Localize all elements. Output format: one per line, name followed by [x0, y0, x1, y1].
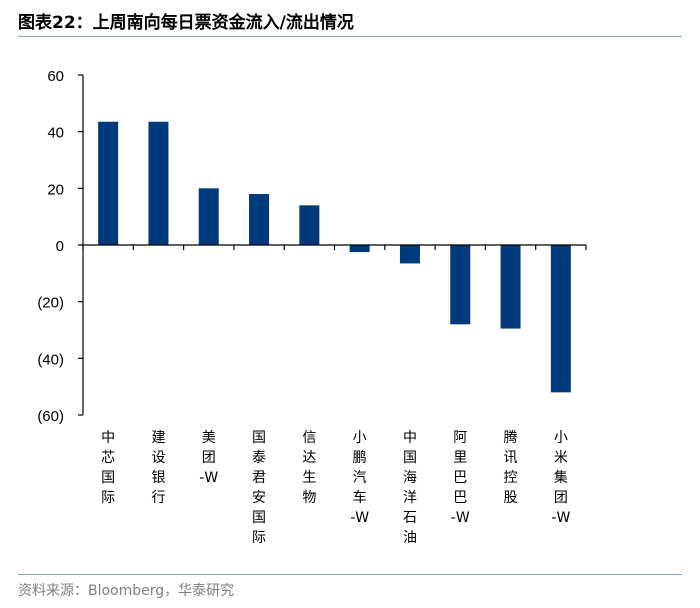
bar-9: [550, 245, 571, 393]
bar-3: [249, 194, 270, 245]
bars: [98, 121, 571, 393]
y-tick-label: 20: [47, 181, 64, 198]
y-tick-label: (40): [37, 351, 64, 368]
y-tick-label: 60: [47, 68, 64, 85]
chart-title: 图表22：上周南向每日票资金流入/流出情况: [18, 13, 354, 33]
y-tick-label: 0: [56, 238, 64, 255]
x-tick-label: 阿里巴巴-W: [451, 430, 470, 526]
y-axis: 60 40 20 0 (20) (40) (60): [37, 68, 84, 425]
header: 图表22：上周南向每日票资金流入/流出情况: [18, 6, 682, 37]
bar-2: [198, 188, 219, 245]
x-tick-label: 腾讯控股: [504, 429, 518, 506]
x-tick-label: 建设银行: [151, 430, 165, 506]
x-tick-label: 美团-W: [199, 430, 218, 486]
y-tick-label: (20): [37, 295, 64, 312]
bar-6: [399, 245, 420, 264]
x-tick-labels: 中芯国际 建设银行 美团-W 国泰君安国际 信达生物 小鹏汽车-W 中国海洋石油 阿里巴巴-W…: [101, 429, 570, 546]
bar-8: [500, 245, 521, 329]
bar-5: [349, 245, 370, 253]
x-tick-label: 信达生物: [302, 430, 316, 506]
y-tick-label: 40: [47, 125, 64, 142]
x-tick-label: 小鹏汽车-W: [350, 430, 369, 526]
x-tick-label: 中芯国际: [101, 430, 115, 506]
bar-1: [148, 121, 169, 245]
x-tick-label: 中国海洋石油: [403, 430, 417, 546]
source-note: 资料来源：Bloomberg，华泰研究: [18, 583, 235, 599]
x-tick-label: 国泰君安国际: [252, 430, 266, 546]
bar-chart: 60 40 20 0 (20) (40) (60) 中芯国际 建设银行 美团-W 国泰君安国际 信达…: [37, 68, 587, 546]
y-tick-label: (60): [37, 408, 64, 425]
bar-4: [299, 205, 320, 245]
x-tick-label: 小米集团-W: [551, 430, 570, 526]
bar-7: [450, 245, 471, 325]
title-divider: [18, 36, 682, 37]
bar-0: [98, 121, 119, 245]
footer-divider: [18, 574, 682, 575]
x-axis: [82, 244, 587, 250]
